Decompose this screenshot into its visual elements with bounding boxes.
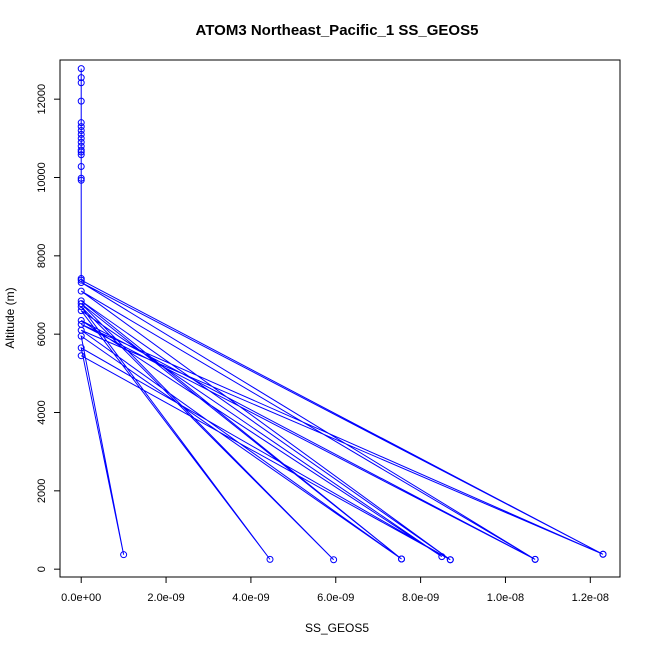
- data-point: [77, 352, 85, 360]
- data-point: [77, 276, 85, 284]
- y-tick-label: 10000: [36, 162, 48, 193]
- data-point: [77, 127, 85, 134]
- data-point: [77, 307, 85, 315]
- data-point: [77, 79, 85, 87]
- data-point: [77, 97, 85, 105]
- x-tick-label: 6.0e-09: [317, 592, 354, 604]
- x-axis: 0.0e+00 2.0e-09 4.0e-09 6.0e-09 8.0e-09 1.0e-…: [61, 576, 609, 604]
- data-point: [438, 553, 446, 561]
- x-tick-label: 2.0e-09: [147, 592, 184, 604]
- x-tick-label: 0.0e+00: [61, 592, 101, 604]
- data-point: [77, 119, 85, 127]
- plot-frame: [59, 59, 621, 578]
- x-tick-label: 1.0e-08: [487, 592, 524, 604]
- data-point: [77, 174, 85, 182]
- data-point: [77, 303, 85, 311]
- data-point: [77, 287, 85, 295]
- x-tick-label: 8.0e-09: [402, 592, 439, 604]
- data-point: [266, 555, 274, 563]
- data-point: [77, 316, 85, 324]
- data-point: [77, 148, 85, 156]
- data-point: [77, 138, 85, 146]
- series-line: [80, 68, 604, 561]
- data-point: [77, 123, 85, 131]
- y-tick-label: 2000: [36, 479, 48, 503]
- data-point: [77, 278, 85, 286]
- data-point: [398, 555, 406, 563]
- y-tick-label: 6000: [36, 322, 48, 346]
- data-point: [446, 556, 454, 564]
- data-point: [330, 556, 338, 564]
- data-point: [77, 163, 85, 171]
- y-tick-label: 12000: [36, 84, 48, 115]
- data-point: [77, 176, 85, 184]
- data-point: [77, 344, 85, 352]
- data-point: [77, 151, 85, 159]
- y-axis: 0 2000 4000 6000 8000 10000 12000: [36, 84, 61, 572]
- data-point: [77, 332, 85, 340]
- y-tick-label: 0: [36, 566, 48, 572]
- data-point: [77, 300, 85, 308]
- y-tick-label: 8000: [36, 244, 48, 268]
- data-point: [77, 74, 85, 82]
- x-tick-label: 4.0e-09: [232, 592, 269, 604]
- data-point: [77, 146, 85, 154]
- data-point: [77, 65, 85, 73]
- data-point: [77, 130, 85, 138]
- x-axis-label: SS_GEOS5: [305, 621, 369, 635]
- data-point: [120, 551, 128, 559]
- data-point: [599, 550, 607, 558]
- data-point: [531, 555, 539, 563]
- series-layer: [77, 65, 607, 564]
- y-tick-label: 4000: [36, 400, 48, 424]
- chart-title: ATOM3 Northeast_Pacific_1 SS_GEOS5: [196, 22, 479, 39]
- x-tick-label: 1.2e-08: [572, 592, 609, 604]
- y-axis-label: Altitude (m): [3, 287, 17, 348]
- data-point: [77, 134, 85, 142]
